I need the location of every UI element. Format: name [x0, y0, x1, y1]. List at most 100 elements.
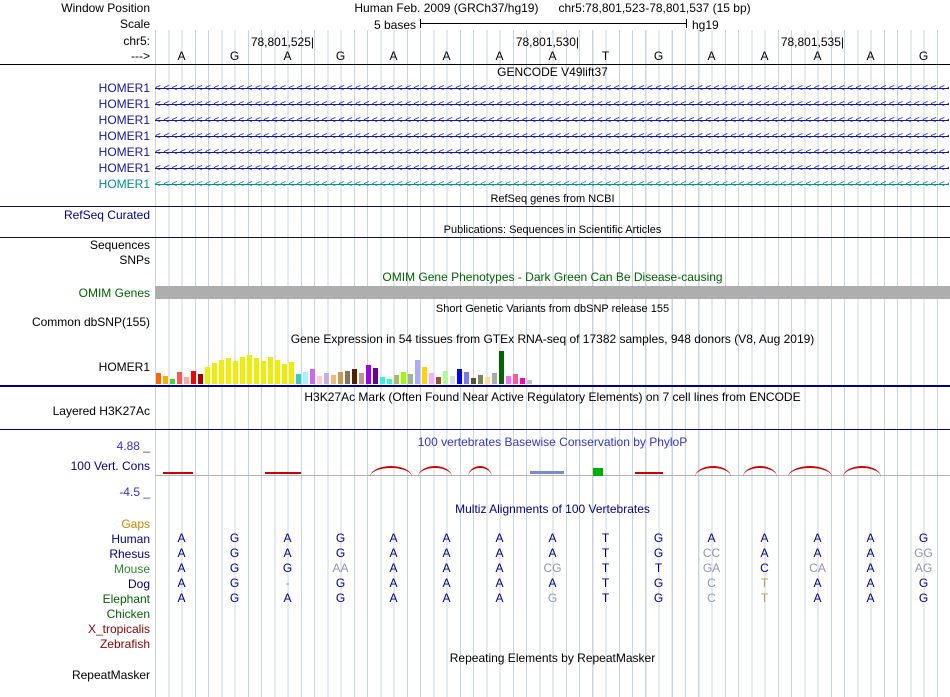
gtex-tissue-bar	[282, 364, 287, 384]
gtex-tissue-bar	[240, 357, 245, 384]
alignment-base: -	[285, 576, 290, 590]
publications-sequences-line[interactable]	[0, 237, 950, 238]
alignment-base: A	[813, 531, 822, 545]
gtex-bar-chart[interactable]	[156, 349, 534, 384]
gtex-tissue-bar	[170, 379, 175, 384]
h3k27ac-track-title: H3K27Ac Mark (Often Found Near Active Re…	[304, 390, 801, 404]
alignment-base: A	[177, 531, 186, 545]
gene-label-homer1[interactable]: HOMER1	[98, 145, 150, 159]
species-label-human[interactable]: Human	[111, 532, 150, 546]
species-label-x_tropicalis[interactable]: X_tropicalis	[87, 622, 150, 636]
gene-label-homer1[interactable]: HOMER1	[98, 81, 150, 95]
gtex-tissue-bar	[289, 362, 294, 384]
omim-genes-label[interactable]: OMIM Genes	[78, 286, 150, 300]
gtex-tissue-bar	[219, 360, 224, 384]
alignment-base: A	[866, 576, 875, 590]
gene-transcript-line[interactable]: <<<<<<<<<<<<<<<<<<<<<<<<<<<<<<<<<<<<<<<<…	[155, 177, 949, 192]
conservation-mark	[695, 466, 731, 477]
species-label-mouse[interactable]: Mouse	[113, 562, 150, 576]
species-label-rhesus[interactable]: Rhesus	[109, 547, 150, 561]
gtex-tissue-bar	[380, 377, 385, 384]
snps-label[interactable]: SNPs	[119, 253, 150, 267]
alignment-base: A	[760, 531, 769, 545]
ruler-tick-label: 78,801,530|	[515, 35, 579, 49]
common-dbsnp-label[interactable]: Common dbSNP(155)	[31, 315, 150, 329]
alignment-base: C	[707, 576, 716, 590]
alignment-base: G	[229, 546, 240, 560]
base-letter: G	[653, 49, 664, 63]
base-letter: G	[229, 49, 240, 63]
conservation-mark	[265, 472, 301, 474]
alignment-base: G	[653, 576, 664, 590]
omim-track-title: OMIM Gene Phenotypes - Dark Green Can Be…	[382, 270, 723, 284]
base-letter: A	[389, 49, 398, 63]
gtex-tissue-bar	[457, 369, 462, 384]
species-label-gaps[interactable]: Gaps	[121, 517, 150, 531]
gene-label-homer1[interactable]: HOMER1	[98, 161, 150, 175]
species-label-chicken[interactable]: Chicken	[106, 607, 150, 621]
gtex-tissue-bar	[471, 378, 476, 384]
gtex-tissue-bar	[324, 373, 329, 384]
gtex-tissue-bar	[408, 374, 413, 384]
repeatmasker-label[interactable]: RepeatMasker	[71, 668, 150, 682]
omim-gene-bar[interactable]	[155, 286, 950, 299]
gtex-tissue-bar	[506, 376, 511, 384]
gene-label-homer1[interactable]: HOMER1	[98, 113, 150, 127]
h3k27ac-baseline	[0, 429, 950, 430]
conservation-mark	[418, 466, 452, 477]
conservation-mark	[163, 472, 193, 474]
alignment-base: A	[283, 531, 292, 545]
refseq-curated-label[interactable]: RefSeq Curated	[63, 208, 150, 222]
gene-transcript-line[interactable]: <<<<<<<<<<<<<<<<<<<<<<<<<<<<<<<<<<<<<<<<…	[155, 161, 949, 176]
species-label-dog[interactable]: Dog	[127, 577, 150, 591]
gene-transcript-line[interactable]: <<<<<<<<<<<<<<<<<<<<<<<<<<<<<<<<<<<<<<<<…	[155, 129, 949, 144]
layered-h3k27ac-label[interactable]: Layered H3K27Ac	[52, 404, 150, 418]
base-letter: A	[707, 49, 716, 63]
gtex-tissue-bar	[205, 367, 210, 384]
gene-label-homer1[interactable]: HOMER1	[98, 129, 150, 143]
alignment-base: T	[601, 561, 610, 575]
alignment-base: A	[177, 546, 186, 560]
species-label-zebrafish[interactable]: Zebrafish	[99, 637, 150, 651]
repeatmasker-track-title: Repeating Elements by RepeatMasker	[449, 651, 656, 665]
gtex-tissue-bar	[436, 377, 441, 384]
sequences-label[interactable]: Sequences	[89, 238, 150, 252]
gtex-tissue-bar	[198, 374, 203, 384]
gtex-tissue-bar	[338, 372, 343, 384]
conservation-mark	[370, 466, 412, 477]
base-letter: A	[813, 49, 822, 63]
gtex-tissue-bar	[317, 376, 322, 384]
gene-transcript-line[interactable]: <<<<<<<<<<<<<<<<<<<<<<<<<<<<<<<<<<<<<<<<…	[155, 81, 949, 96]
gene-transcript-line[interactable]: <<<<<<<<<<<<<<<<<<<<<<<<<<<<<<<<<<<<<<<<…	[155, 97, 949, 112]
header-separator-line	[0, 64, 950, 65]
alignment-base: CG	[543, 561, 562, 575]
gtex-tissue-bar	[226, 358, 231, 384]
base-letter: T	[601, 49, 610, 63]
gtex-tissue-bar	[296, 374, 301, 384]
gtex-tissue-bar	[373, 368, 378, 384]
alignment-base: A	[442, 561, 451, 575]
species-label-elephant[interactable]: Elephant	[102, 592, 150, 606]
gtex-tissue-bar	[331, 375, 336, 384]
gene-label-homer1[interactable]: HOMER1	[98, 97, 150, 111]
alignment-base: A	[442, 531, 451, 545]
gtex-tissue-bar	[415, 360, 420, 384]
gene-label-homer1[interactable]: HOMER1	[98, 177, 150, 191]
alignment-base: A	[389, 546, 398, 560]
conservation-label[interactable]: 100 Vert. Cons	[70, 459, 150, 473]
gtex-tissue-bar	[233, 361, 238, 384]
conservation-track-title: 100 vertebrates Basewise Conservation by…	[417, 435, 688, 449]
alignment-base: G	[547, 591, 558, 605]
refseq-gene-line[interactable]	[0, 206, 950, 207]
base-letter: A	[177, 49, 186, 63]
window-position-title: Human Feb. 2009 (GRCh37/hg19) chr5:78,801…	[155, 2, 950, 15]
gene-transcript-line[interactable]: <<<<<<<<<<<<<<<<<<<<<<<<<<<<<<<<<<<<<<<<…	[155, 145, 949, 160]
gene-transcript-line[interactable]: <<<<<<<<<<<<<<<<<<<<<<<<<<<<<<<<<<<<<<<<…	[155, 113, 949, 128]
gtex-gene-label[interactable]: HOMER1	[98, 360, 150, 374]
gtex-tissue-bar	[359, 373, 364, 384]
ruler-tick-label: 78,801,535|	[780, 35, 844, 49]
alignment-base: A	[389, 561, 398, 575]
alignment-base: T	[601, 576, 610, 590]
base-letter: A	[495, 49, 504, 63]
base-letter: A	[548, 49, 557, 63]
